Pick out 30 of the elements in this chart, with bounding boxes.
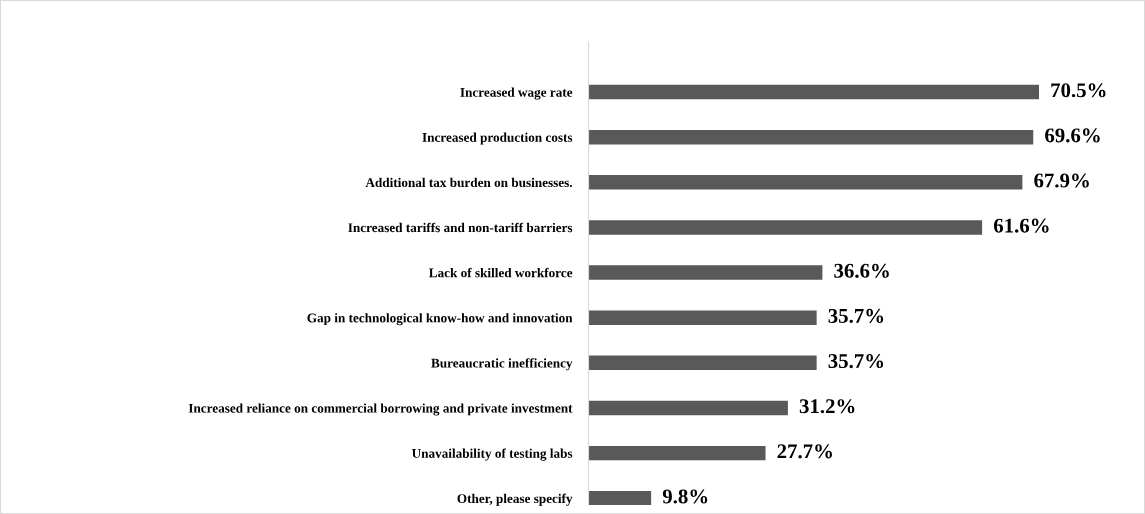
y-tick-label: Additional tax burden on businesses. [365,177,572,188]
y-tick-label: Gap in technological know-how and innovation [307,313,573,326]
bar [588,175,1023,190]
bar [588,84,1040,100]
bar [588,265,823,280]
y-tick-label: Increased production costs [422,132,573,145]
y-tick-label: Other, please specify [457,493,573,506]
bar [588,445,766,461]
bar [588,355,817,371]
data-label: 27.7% [777,444,832,459]
data-label: 31.2% [799,399,855,414]
bar [588,491,652,506]
y-tick-label: Increased wage rate [460,87,573,100]
data-label: 35.7% [828,354,884,369]
data-label: 70.5% [1051,83,1106,98]
y-tick-label: Unavailability of testing labs [411,448,573,461]
data-label: 61.6% [993,218,1049,233]
bar [588,129,1034,145]
data-label: 9.8% [662,489,708,504]
y-tick-label: Increased tariffs and non-tariff barriers [348,222,573,233]
y-tick-label: Lack of skilled workforce [428,267,573,278]
bar [588,400,788,416]
y-tick-label: Increased reliance on commercial borrowing and private investment [188,403,573,416]
bar [588,220,983,235]
data-label: 36.6% [834,263,889,278]
data-label: 67.9% [1034,173,1089,188]
y-tick-label: Bureaucratic inefficiency [431,358,573,371]
bar [588,310,817,325]
data-label: 69.6% [1045,128,1100,143]
data-label: 35.7% [828,308,884,324]
